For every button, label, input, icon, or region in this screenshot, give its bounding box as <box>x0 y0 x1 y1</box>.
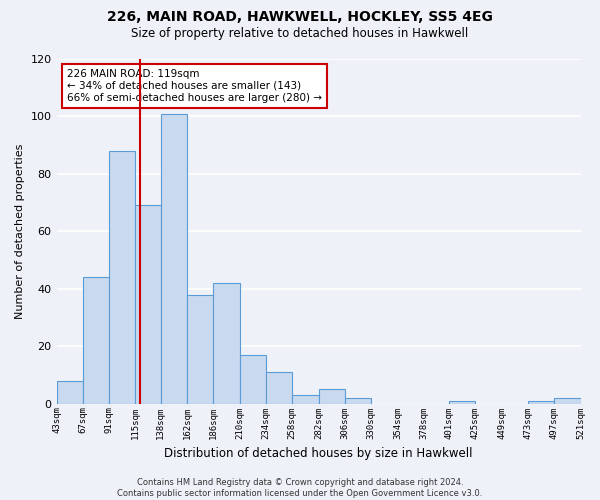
Y-axis label: Number of detached properties: Number of detached properties <box>15 144 25 319</box>
Bar <box>136 206 161 404</box>
Bar <box>56 380 83 404</box>
Bar <box>554 398 581 404</box>
Bar <box>266 372 292 404</box>
Text: 226, MAIN ROAD, HAWKWELL, HOCKLEY, SS5 4EG: 226, MAIN ROAD, HAWKWELL, HOCKLEY, SS5 4… <box>107 10 493 24</box>
Bar <box>449 401 475 404</box>
Text: Contains HM Land Registry data © Crown copyright and database right 2024.
Contai: Contains HM Land Registry data © Crown c… <box>118 478 482 498</box>
Bar <box>239 355 266 404</box>
Bar <box>109 151 136 404</box>
Bar <box>292 395 319 404</box>
X-axis label: Distribution of detached houses by size in Hawkwell: Distribution of detached houses by size … <box>164 447 473 460</box>
Bar <box>187 294 213 404</box>
Bar <box>319 390 345 404</box>
Bar <box>345 398 371 404</box>
Bar <box>528 401 554 404</box>
Bar <box>83 278 109 404</box>
Text: Size of property relative to detached houses in Hawkwell: Size of property relative to detached ho… <box>131 28 469 40</box>
Bar <box>213 283 239 404</box>
Text: 226 MAIN ROAD: 119sqm
← 34% of detached houses are smaller (143)
66% of semi-det: 226 MAIN ROAD: 119sqm ← 34% of detached … <box>67 70 322 102</box>
Bar <box>161 114 187 404</box>
